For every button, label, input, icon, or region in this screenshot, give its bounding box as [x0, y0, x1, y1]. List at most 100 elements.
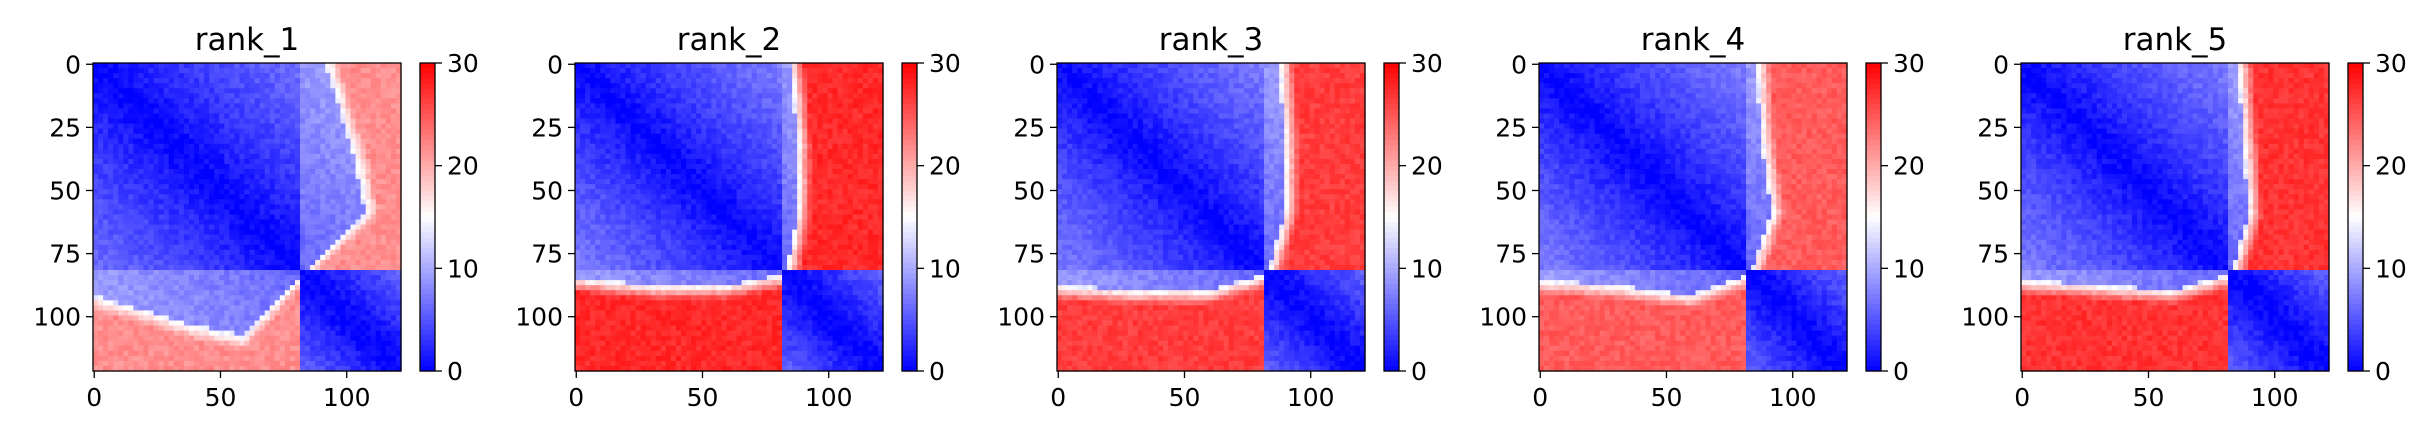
heatmap-cell: [178, 148, 185, 155]
heatmap-cell: [123, 204, 129, 211]
heatmap-cell: [168, 224, 175, 231]
heatmap-cell: [640, 153, 647, 160]
heatmap-cell: [143, 204, 150, 211]
heatmap-cell: [264, 365, 271, 372]
heatmap-cell: [264, 98, 271, 104]
heatmap-cell: [103, 199, 109, 205]
heatmap-cell: [847, 83, 854, 89]
heatmap-cell: [375, 305, 382, 312]
heatmap-cell: [193, 103, 200, 110]
heatmap-cell: [148, 229, 155, 236]
heatmap-cell: [590, 118, 596, 125]
heatmap-cell: [289, 118, 296, 125]
heatmap-cell: [385, 325, 392, 332]
heatmap-cell: [797, 83, 803, 89]
heatmap-cell: [264, 199, 271, 205]
heatmap-cell: [193, 68, 200, 74]
heatmap-cell: [822, 133, 829, 140]
heatmap-cell: [158, 184, 165, 190]
heatmap-cell: [320, 68, 326, 74]
heatmap-cell: [183, 128, 190, 135]
heatmap-cell: [93, 83, 99, 89]
heatmap-cell: [600, 93, 606, 99]
heatmap-cell: [660, 93, 667, 99]
colorbar-segment: [420, 360, 435, 367]
heatmap-cell: [244, 98, 251, 104]
heatmap-cell: [249, 103, 256, 110]
heatmap-cell: [650, 108, 657, 115]
heatmap-cell: [706, 63, 712, 69]
heatmap-cell: [802, 118, 808, 125]
heatmap-cell: [274, 184, 281, 190]
heatmap-cell: [660, 153, 667, 160]
heatmap-cell: [365, 98, 372, 104]
heatmap-cell: [310, 345, 316, 352]
heatmap-cell: [138, 360, 145, 367]
heatmap-cell: [365, 355, 372, 362]
colorbar-segment: [420, 247, 435, 254]
heatmap-cell: [340, 108, 347, 115]
heatmap-cell: [148, 169, 155, 175]
heatmap-cell: [153, 214, 160, 221]
heatmap-cell: [123, 285, 129, 291]
heatmap-cell: [395, 93, 402, 99]
heatmap-cell: [289, 224, 296, 231]
heatmap-cell: [782, 133, 788, 140]
heatmap-cell: [183, 118, 190, 125]
heatmap-cell: [300, 325, 306, 332]
heatmap-cell: [395, 350, 402, 357]
heatmap-cell: [390, 360, 397, 367]
heatmap-cell: [193, 128, 200, 135]
heatmap-cell: [289, 249, 296, 256]
heatmap-cell: [229, 224, 235, 231]
heatmap-cell: [199, 103, 205, 110]
heatmap-cell: [269, 73, 276, 79]
heatmap-cell: [350, 285, 357, 291]
heatmap-cell: [178, 189, 185, 195]
heatmap-cell: [595, 118, 601, 125]
heatmap-cell: [234, 219, 241, 226]
heatmap-cell: [390, 224, 397, 231]
heatmap-cell: [229, 350, 235, 357]
heatmap-cell: [173, 259, 180, 266]
heatmap-cell: [178, 153, 185, 160]
heatmap-cell: [264, 118, 271, 125]
heatmap-cell: [300, 340, 306, 347]
heatmap-cell: [193, 239, 200, 246]
heatmap-cell: [209, 128, 215, 135]
heatmap-cell: [877, 143, 884, 150]
heatmap-cell: [284, 189, 291, 195]
heatmap-cell: [782, 148, 788, 155]
heatmap-cell: [108, 143, 114, 150]
heatmap-cell: [822, 78, 829, 84]
heatmap-cell: [345, 360, 352, 367]
heatmap-cell: [234, 330, 241, 337]
heatmap-cell: [837, 143, 844, 150]
heatmap-cell: [360, 179, 367, 185]
heatmap-cell: [701, 118, 707, 125]
heatmap-cell: [153, 158, 160, 165]
heatmap-cell: [183, 88, 190, 94]
heatmap-cell: [269, 199, 276, 205]
heatmap-cell: [630, 128, 637, 135]
heatmap-cell: [645, 148, 652, 155]
heatmap-cell: [792, 148, 798, 155]
heatmap-cell: [355, 300, 362, 306]
heatmap-cell: [375, 73, 382, 79]
heatmap-cell: [204, 290, 210, 296]
heatmap-cell: [168, 350, 175, 357]
heatmap-cell: [300, 108, 306, 115]
heatmap-cell: [787, 93, 793, 99]
heatmap-cell: [872, 98, 879, 104]
heatmap-cell: [158, 275, 165, 281]
heatmap-cell: [325, 315, 331, 322]
heatmap-cell: [360, 244, 367, 251]
heatmap-cell: [355, 320, 362, 327]
heatmap-cell: [350, 138, 357, 145]
heatmap-cell: [204, 143, 210, 150]
heatmap-cell: [249, 123, 256, 130]
heatmap-cell: [375, 138, 382, 145]
heatmap-cell: [229, 325, 235, 332]
heatmap-cell: [822, 138, 829, 145]
